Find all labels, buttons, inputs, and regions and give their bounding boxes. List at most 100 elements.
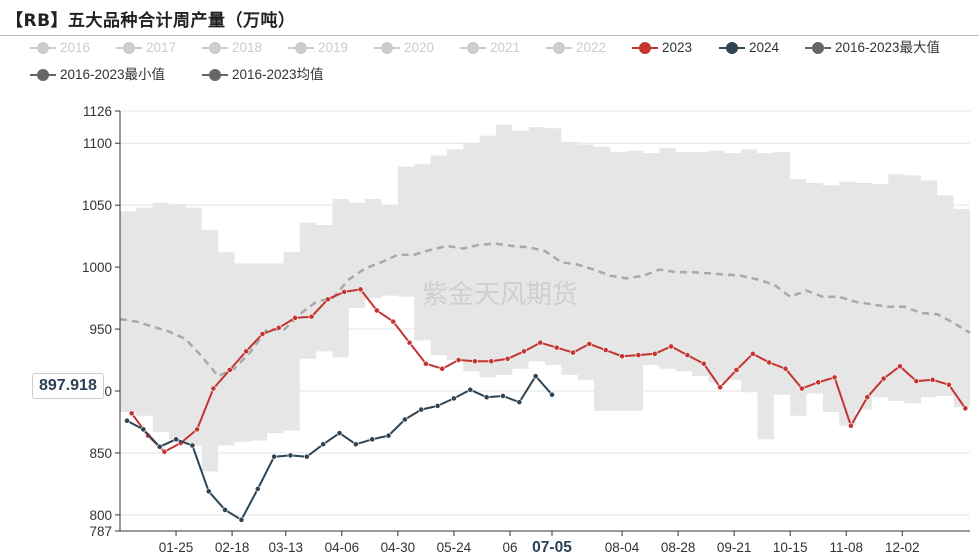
point-2023-43 (831, 374, 838, 381)
legend-label-2022: 2022 (576, 40, 607, 55)
legend-label-2023: 2023 (662, 40, 693, 55)
point-2023-31 (635, 352, 642, 358)
legend-dot-2020 (374, 42, 400, 54)
y-tick-label-1100: 1100 (83, 136, 112, 151)
point-2023-12 (324, 296, 331, 303)
point-2023-5 (210, 385, 217, 392)
point-2023-38 (749, 350, 756, 357)
point-2024-15 (369, 436, 376, 443)
x-tick-label-01-25: 01-25 (159, 540, 194, 555)
point-2024-22 (483, 394, 490, 401)
point-2023-49 (929, 376, 936, 383)
point-2023-40 (782, 365, 789, 372)
point-2023-24 (521, 348, 527, 355)
y-tick-label-1000: 1000 (82, 260, 112, 275)
point-2024-11 (303, 453, 310, 460)
point-2024-25 (532, 373, 539, 380)
point-2023-42 (815, 379, 822, 386)
point-2024-20 (451, 395, 457, 402)
legend-label-min: 2016-2023最小值 (60, 67, 166, 82)
point-2023-35 (700, 360, 707, 367)
point-2023-32 (651, 350, 658, 357)
y-tick-label-1126: 1126 (83, 104, 112, 119)
point-2023-23 (504, 355, 511, 362)
point-2024-19 (434, 402, 441, 409)
y-tick-label-1050: 1050 (82, 198, 112, 213)
point-2023-51 (962, 405, 969, 412)
point-2024-1 (140, 426, 147, 433)
x-tick-label-08-04: 08-04 (605, 540, 640, 555)
title-divider (0, 35, 979, 36)
legend-dot-2017 (116, 42, 142, 54)
point-2023-37 (733, 367, 740, 373)
watermark: 紫金天风期货 (422, 280, 578, 310)
legend-dot-2024 (719, 42, 745, 54)
x-tick-label-11-08: 11-08 (829, 540, 863, 555)
series-2024 (124, 373, 555, 523)
point-2023-50 (946, 381, 952, 388)
point-2023-46 (880, 375, 887, 382)
point-2023-19 (439, 365, 446, 372)
legend-label-2019: 2019 (318, 40, 349, 55)
x-tick-label-05-24: 05-24 (437, 540, 472, 555)
point-2023-11 (308, 313, 315, 320)
hover-value-label: 897.918 (32, 373, 104, 399)
range-band-max-min (120, 124, 970, 472)
axes (119, 111, 970, 532)
legend-dot-2021 (460, 42, 486, 54)
point-2023-17 (406, 339, 413, 346)
point-2023-44 (848, 422, 854, 429)
point-2023-25 (537, 339, 544, 346)
point-2023-27 (570, 349, 576, 356)
point-2023-18 (423, 360, 429, 367)
y-axis-ticks: 7878008509009501000105011001126 (82, 104, 120, 539)
legend-dot-min (30, 69, 56, 81)
point-2023-0 (128, 410, 135, 417)
point-2023-47 (897, 363, 903, 370)
y-tick-label-787: 787 (89, 524, 112, 539)
point-2024-13 (336, 430, 343, 437)
y-tick-label-850: 850 (89, 446, 112, 461)
point-2023-2 (161, 448, 168, 455)
legend-dot-mean (202, 69, 228, 81)
legend-label-mean: 2016-2023均值 (232, 67, 324, 82)
point-2023-26 (553, 344, 560, 351)
point-2024-12 (320, 441, 327, 448)
y-tick-label-950: 950 (89, 322, 112, 337)
legend-label-2020: 2020 (404, 40, 435, 55)
point-2023-21 (472, 358, 478, 365)
x-tick-label-07-05: 07-05 (532, 539, 572, 556)
point-2023-33 (668, 343, 674, 350)
point-2023-22 (488, 358, 495, 365)
point-2023-15 (373, 307, 380, 314)
point-2024-9 (271, 453, 278, 460)
point-2024-10 (287, 452, 294, 459)
point-2024-3 (173, 436, 179, 443)
chart-title: 【RB】五大品种合计周产量（万吨） (6, 11, 296, 31)
point-2023-29 (602, 347, 609, 354)
point-2024-7 (238, 516, 245, 523)
x-tick-label-08-28: 08-28 (661, 540, 696, 555)
x-tick-label-09-21: 09-21 (717, 540, 752, 555)
point-2024-0 (124, 417, 130, 424)
series-2023 (128, 286, 969, 455)
legend-dot-2019 (288, 42, 314, 54)
point-2024-4 (189, 442, 196, 449)
point-2023-20 (455, 357, 462, 363)
point-2024-17 (401, 416, 408, 423)
x-tick-label-12-02: 12-02 (885, 540, 920, 555)
x-tick-label-04-06: 04-06 (325, 540, 360, 555)
x-tick-label-03-13: 03-13 (269, 540, 304, 555)
point-2023-36 (717, 384, 724, 391)
point-2024-2 (156, 443, 163, 450)
point-2023-48 (913, 378, 920, 384)
point-2023-10 (292, 315, 299, 321)
legend-dot-max (805, 42, 831, 54)
point-2023-6 (226, 367, 233, 373)
point-2023-45 (864, 394, 871, 401)
legend-dot-2018 (202, 42, 228, 54)
point-2023-8 (259, 331, 266, 337)
point-2024-23 (500, 393, 506, 399)
legend-label-2017: 2017 (146, 40, 177, 55)
